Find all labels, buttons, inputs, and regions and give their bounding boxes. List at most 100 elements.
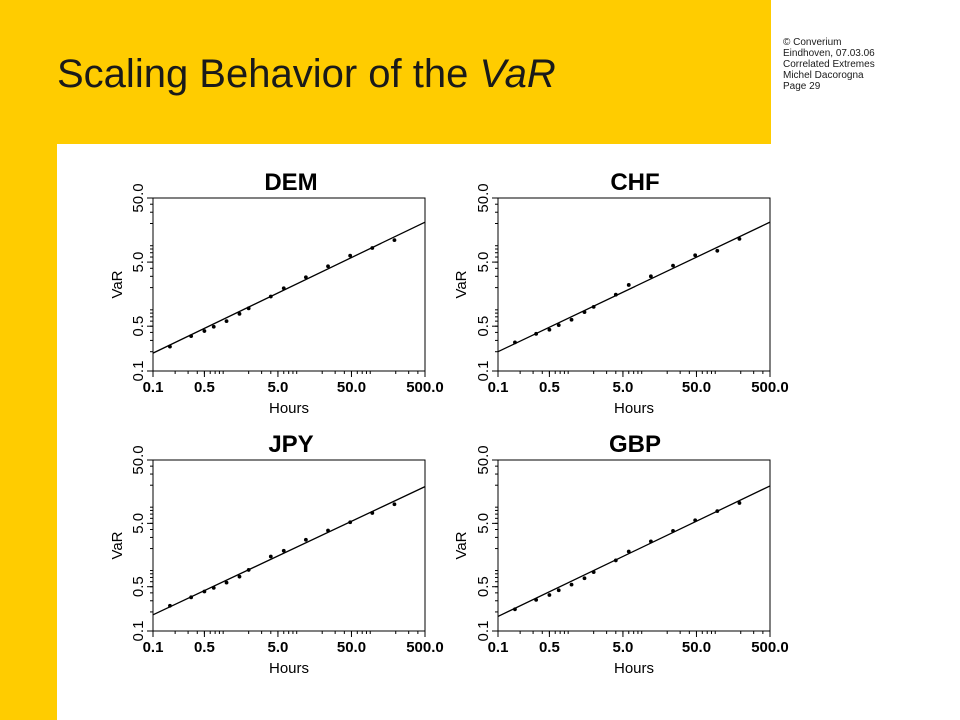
chf-data-point	[556, 323, 561, 328]
gbp-x-tick-label: 0.1	[488, 639, 509, 656]
chf-y-tick-label: 0.1	[475, 361, 492, 382]
gbp-y-tick-label: 50.0	[475, 445, 492, 474]
chf-x-tick-label: 5.0	[613, 379, 634, 396]
meta-line-author: Michel Dacorogna	[783, 70, 864, 81]
dem-y-tick-label: 0.5	[130, 316, 147, 337]
dem-x-tick-label: 5.0	[268, 379, 289, 396]
chf-data-point	[613, 292, 618, 297]
chf-x-tick-label: 0.1	[488, 379, 509, 396]
copyright-label: © Converium	[783, 37, 842, 48]
gbp-y-tick-label: 0.5	[475, 576, 492, 597]
jpy-data-point	[348, 520, 353, 525]
chf-data-point	[671, 263, 675, 268]
dem-x-tick-label: 0.1	[143, 379, 164, 396]
slide-title: Scaling Behavior of the VaR	[57, 52, 556, 97]
chf-data-point	[648, 274, 653, 279]
dem-data-point	[370, 246, 375, 250]
dem-y-axis-label: VaR	[109, 270, 126, 298]
dem-data-point	[268, 294, 273, 299]
jpy-data-point	[189, 595, 194, 600]
chf-y-tick-label: 0.5	[475, 316, 492, 337]
gbp-data-point	[648, 539, 653, 544]
dem-data-point	[202, 329, 207, 333]
gbp-data-point	[613, 558, 618, 563]
jpy-data-point	[392, 502, 397, 507]
jpy-data-point	[281, 548, 286, 553]
jpy-x-tick-label: 5.0	[268, 639, 289, 656]
chf-data-point	[626, 283, 631, 287]
gbp-data-point	[693, 518, 698, 523]
title-italic: VaR	[479, 52, 556, 96]
jpy-y-tick-label: 0.1	[130, 621, 147, 642]
jpy-y-axis-label: VaR	[109, 531, 126, 559]
dem-data-point	[246, 306, 251, 311]
dem-data-point	[211, 324, 216, 329]
jpy-data-point	[224, 580, 229, 585]
gbp-data-point	[556, 588, 561, 593]
gbp-data-point	[626, 549, 631, 554]
chf-data-point	[737, 237, 742, 241]
jpy-x-tick-label: 50.0	[337, 639, 366, 656]
meta-line-page: Page 29	[783, 81, 821, 92]
meta-line-date: Eindhoven, 07.03.06	[783, 48, 875, 59]
dem-chart-title: DEM	[264, 169, 317, 196]
gbp-x-tick-label: 500.0	[751, 639, 789, 656]
dem-x-tick-label: 0.5	[194, 379, 215, 396]
dem-data-point	[392, 238, 397, 243]
gbp-chart-title: GBP	[609, 431, 661, 458]
jpy-data-point	[168, 603, 172, 608]
dem-y-tick-label: 5.0	[130, 252, 147, 273]
jpy-fit-line	[152, 486, 426, 616]
dem-data-point	[326, 264, 330, 269]
gbp-x-tick-label: 50.0	[682, 639, 711, 656]
gbp-data-point	[534, 597, 539, 602]
dem-data-point	[224, 319, 229, 324]
jpy-y-tick-label: 0.5	[130, 576, 147, 597]
gbp-data-point	[582, 576, 587, 581]
jpy-data-point	[211, 585, 216, 590]
jpy-x-axis-label: Hours	[269, 660, 309, 677]
chf-x-axis-label: Hours	[614, 400, 654, 417]
dem-data-point	[237, 311, 242, 316]
gbp-data-point	[547, 593, 552, 597]
chf-data-point	[693, 253, 698, 258]
jpy-data-point	[202, 589, 207, 594]
jpy-data-point	[268, 554, 273, 559]
jpy-chart-title: JPY	[268, 431, 313, 458]
jpy-data-point	[237, 574, 242, 579]
jpy-data-point	[303, 537, 308, 542]
jpy-plot-frame	[152, 459, 426, 632]
dem-y-tick-label: 0.1	[130, 361, 147, 382]
chf-x-tick-label: 50.0	[682, 379, 711, 396]
jpy-data-point	[246, 568, 251, 572]
slide-meta: © Converium Eindhoven, 07.03.06 Correlat…	[783, 37, 875, 92]
dem-fit-line	[152, 221, 426, 354]
gbp-x-tick-label: 0.5	[539, 639, 560, 656]
dem-data-point	[348, 253, 353, 258]
chf-x-tick-label: 500.0	[751, 379, 789, 396]
dem-plot-frame	[152, 197, 426, 372]
gbp-x-axis-label: Hours	[614, 660, 654, 677]
chf-chart-title: CHF	[610, 169, 659, 196]
gbp-fit-line	[497, 485, 771, 617]
chf-y-tick-label: 50.0	[475, 183, 492, 212]
dem-data-point	[281, 286, 286, 291]
dem-x-tick-label: 500.0	[406, 379, 444, 396]
title-main: Scaling Behavior of the	[57, 52, 480, 96]
dem-data-point	[189, 334, 194, 339]
gbp-plot-frame	[497, 459, 771, 632]
chf-data-point	[715, 248, 720, 253]
jpy-data-point	[370, 511, 375, 515]
jpy-x-tick-label: 0.1	[143, 639, 164, 656]
gbp-data-point	[671, 529, 675, 533]
jpy-x-tick-label: 500.0	[406, 639, 444, 656]
meta-line-topic: Correlated Extremes	[783, 59, 875, 70]
chf-y-tick-label: 5.0	[475, 252, 492, 273]
gbp-data-point	[737, 501, 742, 505]
gbp-data-point	[591, 570, 596, 575]
chf-data-point	[582, 310, 587, 314]
jpy-x-tick-label: 0.5	[194, 639, 215, 656]
gbp-y-tick-label: 0.1	[475, 621, 492, 642]
dem-data-point	[168, 344, 172, 349]
chf-data-point	[591, 305, 596, 309]
